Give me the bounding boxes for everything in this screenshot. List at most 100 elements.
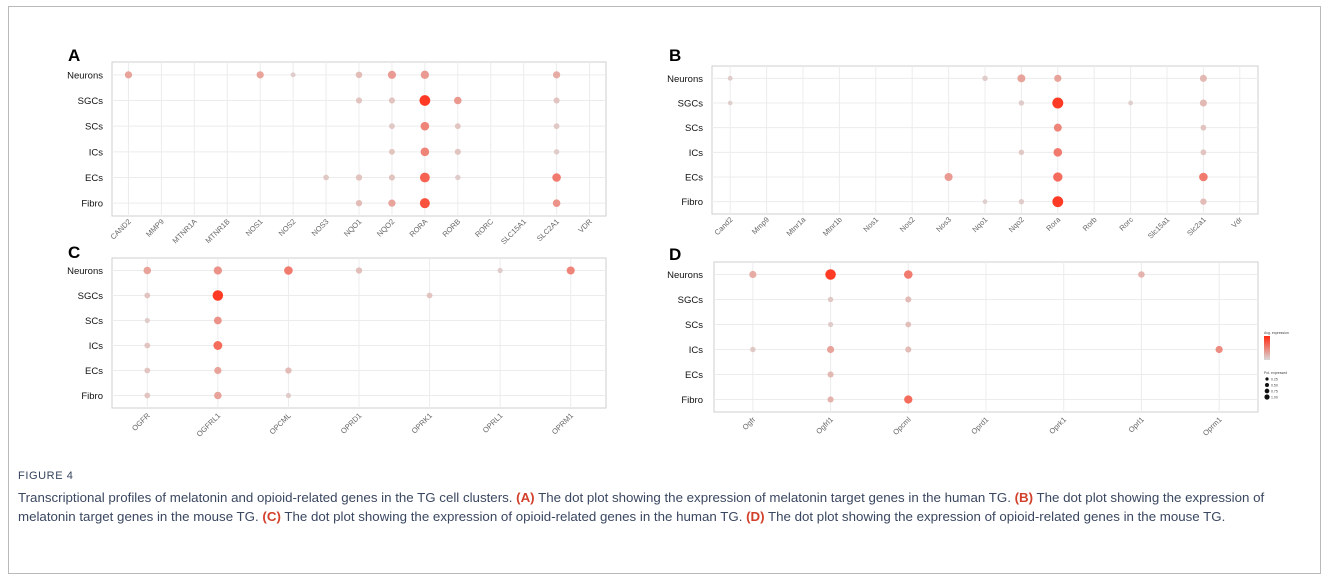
data-point <box>1053 148 1063 157</box>
x-tick-label: Rora <box>1044 214 1062 232</box>
data-point <box>420 70 430 79</box>
data-point <box>944 172 953 182</box>
caption-text: The dot plot showing the expression of o… <box>280 509 747 524</box>
data-point <box>552 173 561 182</box>
caption-text: The dot plot showing the expression of o… <box>764 509 1226 524</box>
x-tick-label: Cand2 <box>713 215 735 237</box>
legend-color-title: Avg. expression <box>1264 331 1289 335</box>
data-point <box>144 292 151 299</box>
y-tick-label: SCs <box>85 122 103 133</box>
data-point <box>1052 196 1064 208</box>
data-point <box>124 71 133 79</box>
x-tick-label: NOS2 <box>277 217 298 238</box>
data-point <box>982 75 988 82</box>
y-tick-label: Neurons <box>667 74 703 85</box>
data-point <box>144 317 150 324</box>
x-tick-label: Oprm1 <box>1201 415 1224 438</box>
data-point <box>1215 345 1223 354</box>
data-point <box>355 71 363 79</box>
y-tick-label: ECs <box>85 366 103 377</box>
data-point <box>454 148 461 155</box>
data-point <box>212 290 224 301</box>
data-point <box>1200 198 1207 205</box>
data-point <box>455 174 461 181</box>
x-tick-label: OPRL1 <box>481 411 505 435</box>
figure-label: FIGURE 4 <box>18 470 74 482</box>
x-tick-label: Rorc <box>1117 215 1135 233</box>
figure-caption-block: FIGURE 4 Transcriptional profiles of mel… <box>18 470 1308 526</box>
legend-size-label: 0.75 <box>1271 389 1278 393</box>
data-point <box>827 321 834 328</box>
caption-panel-ref: (B) <box>1014 490 1034 505</box>
data-point <box>566 266 575 275</box>
x-tick-label: RORC <box>473 217 495 239</box>
data-point <box>553 149 560 155</box>
data-point <box>285 392 292 399</box>
panel-letter: A <box>68 46 80 65</box>
panel-letter: C <box>68 243 80 262</box>
figure-caption: Transcriptional profiles of melatonin an… <box>18 488 1308 526</box>
data-point <box>727 100 733 106</box>
legend-size-dot <box>1265 377 1269 381</box>
x-tick-label: RORB <box>441 217 463 239</box>
caption-panel-ref: (C) <box>262 509 281 524</box>
legend: Avg. expression Pct. expressed 0.25 0.50 0.7… <box>1264 331 1289 400</box>
x-tick-label: MTNR1A <box>171 217 199 245</box>
x-tick-label: Oprl1 <box>1127 415 1146 434</box>
data-point <box>825 269 836 280</box>
figure-frame <box>8 6 1321 574</box>
data-point <box>213 266 223 275</box>
x-tick-label: Nos1 <box>861 215 880 234</box>
x-tick-label: NOS1 <box>244 217 265 238</box>
data-point <box>144 342 151 349</box>
data-point <box>1200 124 1207 131</box>
x-tick-label: Oprk1 <box>1047 415 1068 436</box>
data-point <box>213 316 222 325</box>
data-point <box>904 395 913 404</box>
x-tick-label: SLC2A1 <box>535 217 561 243</box>
legend-size-title: Pct. expressed <box>1264 371 1287 375</box>
y-tick-label: ICs <box>89 341 104 352</box>
data-point <box>355 174 363 181</box>
x-tick-label: OPRK1 <box>410 411 434 435</box>
x-tick-label: Mtnr1b <box>821 215 844 238</box>
y-tick-label: SCs <box>685 123 703 134</box>
x-tick-label: RORA <box>408 217 430 239</box>
data-point <box>256 71 264 79</box>
data-point <box>727 75 733 81</box>
data-point <box>355 199 363 207</box>
caption-text: The dot plot showing the expression of m… <box>534 490 1015 505</box>
x-tick-label: MTNR1B <box>204 217 232 245</box>
data-point <box>214 391 222 400</box>
data-point <box>903 270 913 279</box>
x-tick-label: Vdr <box>1230 215 1245 230</box>
x-tick-label: Nos3 <box>934 215 953 234</box>
data-point <box>426 292 433 299</box>
y-tick-label: Neurons <box>67 70 103 81</box>
data-point <box>420 147 430 157</box>
x-tick-label: Ogfr <box>741 415 758 432</box>
data-point <box>419 198 430 209</box>
y-tick-label: SGCs <box>678 295 704 306</box>
caption-text: Transcriptional profiles of melatonin an… <box>18 490 517 505</box>
data-point <box>355 97 363 104</box>
data-point <box>1018 198 1025 205</box>
data-point <box>1199 74 1207 82</box>
data-point <box>387 70 396 79</box>
x-tick-label: Mtnr1a <box>785 214 808 237</box>
data-point <box>552 71 561 79</box>
data-point <box>905 321 912 328</box>
data-point <box>827 296 834 303</box>
x-tick-label: Slc2a1 <box>1185 215 1208 238</box>
y-tick-label: ICs <box>689 148 704 159</box>
data-point <box>420 121 430 131</box>
data-point <box>1128 100 1133 106</box>
data-point <box>1054 74 1062 82</box>
y-tick-label: Fibro <box>681 395 703 406</box>
data-point <box>553 97 560 104</box>
y-tick-label: SGCs <box>78 291 104 302</box>
x-tick-label: OPRD1 <box>339 411 364 436</box>
y-tick-label: SGCs <box>78 96 104 107</box>
x-tick-label: Rorb <box>1081 215 1099 233</box>
y-tick-label: SGCs <box>678 99 704 110</box>
